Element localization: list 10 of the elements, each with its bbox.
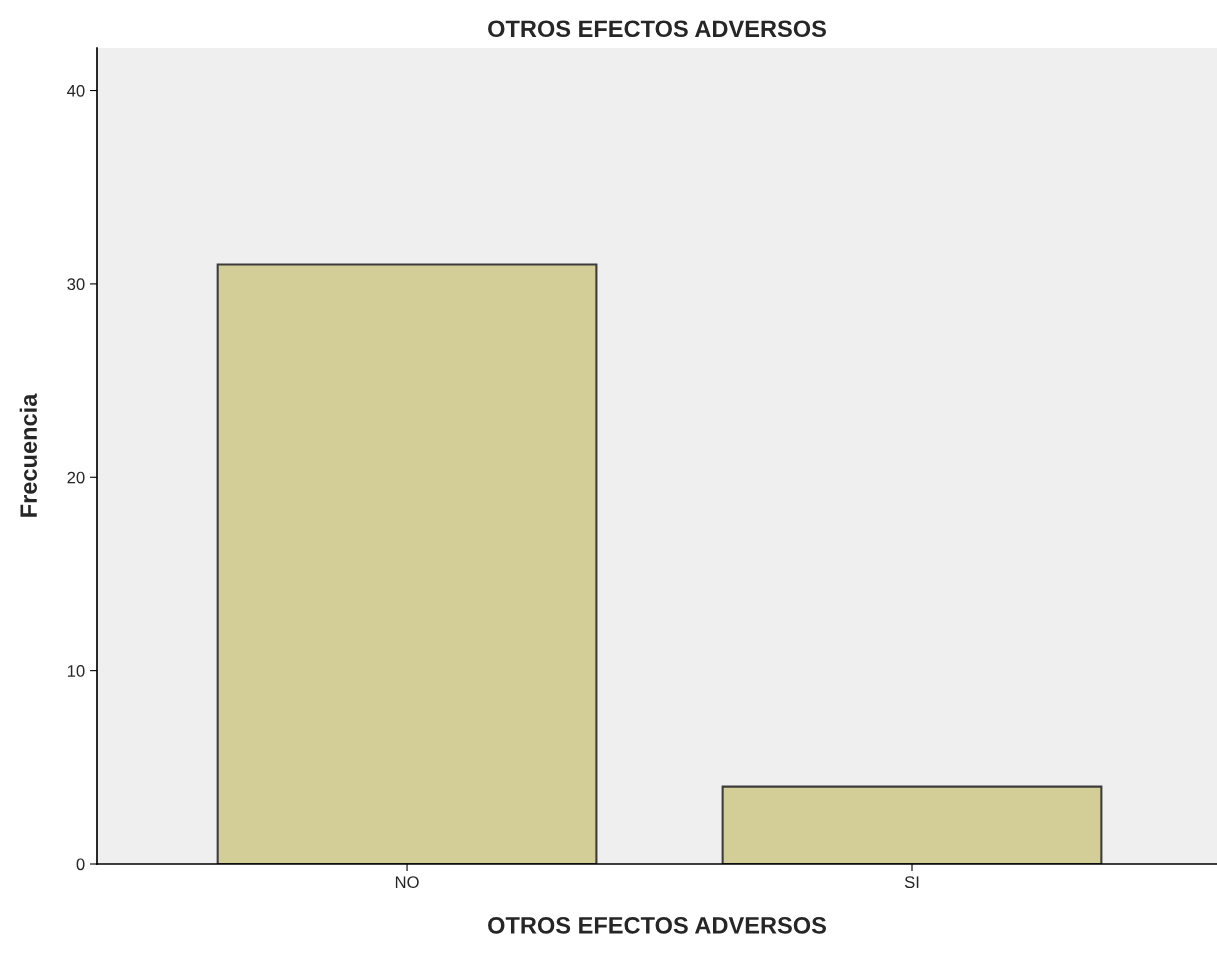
x-tick-label: SI bbox=[904, 876, 919, 889]
y-tick-label: 10 bbox=[67, 665, 85, 677]
x-tick-label: NO bbox=[395, 876, 419, 889]
y-tick-label: 30 bbox=[67, 278, 85, 291]
chart-title: OTROS EFECTOS ADVERSOS bbox=[488, 20, 826, 38]
x-axis-title: OTROS EFECTOS ADVERSOS bbox=[488, 916, 826, 934]
y-tick-label: 0 bbox=[76, 858, 85, 871]
y-tick-label: 20 bbox=[67, 471, 85, 484]
y-axis-title: Frecuencia bbox=[19, 393, 37, 517]
y-tick-label: 40 bbox=[67, 84, 85, 97]
